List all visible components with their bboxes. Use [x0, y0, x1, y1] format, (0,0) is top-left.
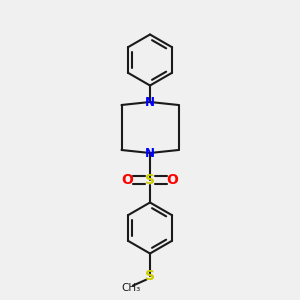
Text: S: S — [145, 173, 155, 187]
Text: N: N — [145, 146, 155, 160]
Text: N: N — [145, 95, 155, 109]
Text: O: O — [167, 173, 178, 187]
Text: S: S — [145, 269, 155, 283]
Text: O: O — [122, 173, 134, 187]
Text: CH₃: CH₃ — [121, 283, 140, 293]
